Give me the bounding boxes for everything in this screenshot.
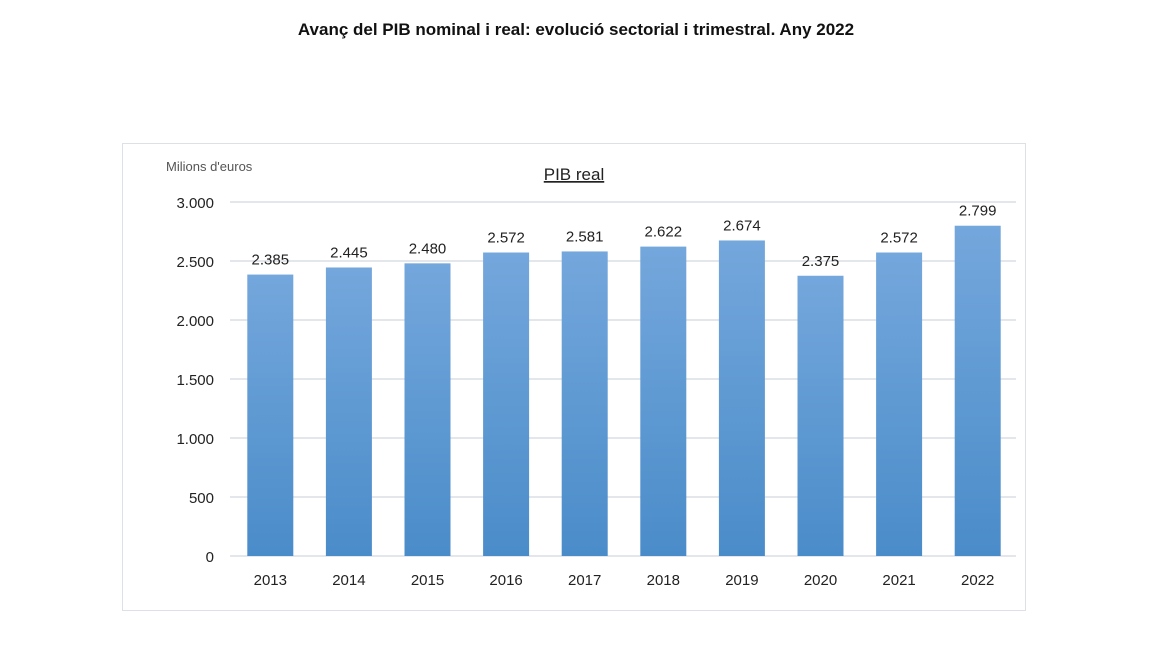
x-tick-label: 2020 — [804, 572, 837, 589]
y-tick-label: 0 — [206, 549, 214, 566]
bar-2020 — [797, 275, 844, 556]
bar-2015 — [404, 263, 451, 556]
data-label: 2.385 — [252, 252, 290, 269]
y-tick-label: 3.000 — [176, 195, 214, 212]
x-tick-label: 2015 — [411, 572, 444, 589]
x-tick-label: 2014 — [332, 572, 365, 589]
x-tick-label: 2018 — [647, 572, 680, 589]
bar-2018 — [640, 246, 687, 556]
data-label: 2.572 — [880, 230, 918, 247]
data-label: 2.674 — [723, 217, 761, 234]
y-axis-label: Milions d'euros — [166, 159, 253, 174]
x-tick-label: 2019 — [725, 572, 758, 589]
bar-2017 — [561, 251, 608, 556]
bar-2019 — [718, 240, 765, 556]
bar-2022 — [954, 225, 1001, 556]
data-label: 2.622 — [645, 224, 683, 241]
bar-2014 — [325, 267, 372, 556]
bar-2016 — [483, 252, 530, 556]
x-tick-label: 2021 — [882, 572, 915, 589]
data-label: 2.572 — [487, 230, 525, 247]
data-label: 2.799 — [959, 203, 997, 220]
chart-title: PIB real — [544, 165, 604, 184]
y-tick-label: 2.500 — [176, 254, 214, 271]
x-tick-label: 2017 — [568, 572, 601, 589]
page-title: Avanç del PIB nominal i real: evolució s… — [297, 20, 855, 39]
data-label: 2.480 — [409, 240, 447, 257]
x-tick-label: 2016 — [489, 572, 522, 589]
data-label: 2.375 — [802, 253, 840, 270]
x-tick-label: 2013 — [254, 572, 287, 589]
bar-2021 — [876, 252, 923, 556]
y-tick-label: 1.500 — [176, 372, 214, 389]
x-tick-label: 2022 — [961, 572, 994, 589]
data-label: 2.445 — [330, 244, 368, 261]
y-tick-label: 2.000 — [176, 313, 214, 330]
bar-2013 — [247, 274, 294, 556]
data-label: 2.581 — [566, 228, 604, 245]
y-tick-label: 1.000 — [176, 431, 214, 448]
y-tick-label: 500 — [189, 490, 214, 507]
